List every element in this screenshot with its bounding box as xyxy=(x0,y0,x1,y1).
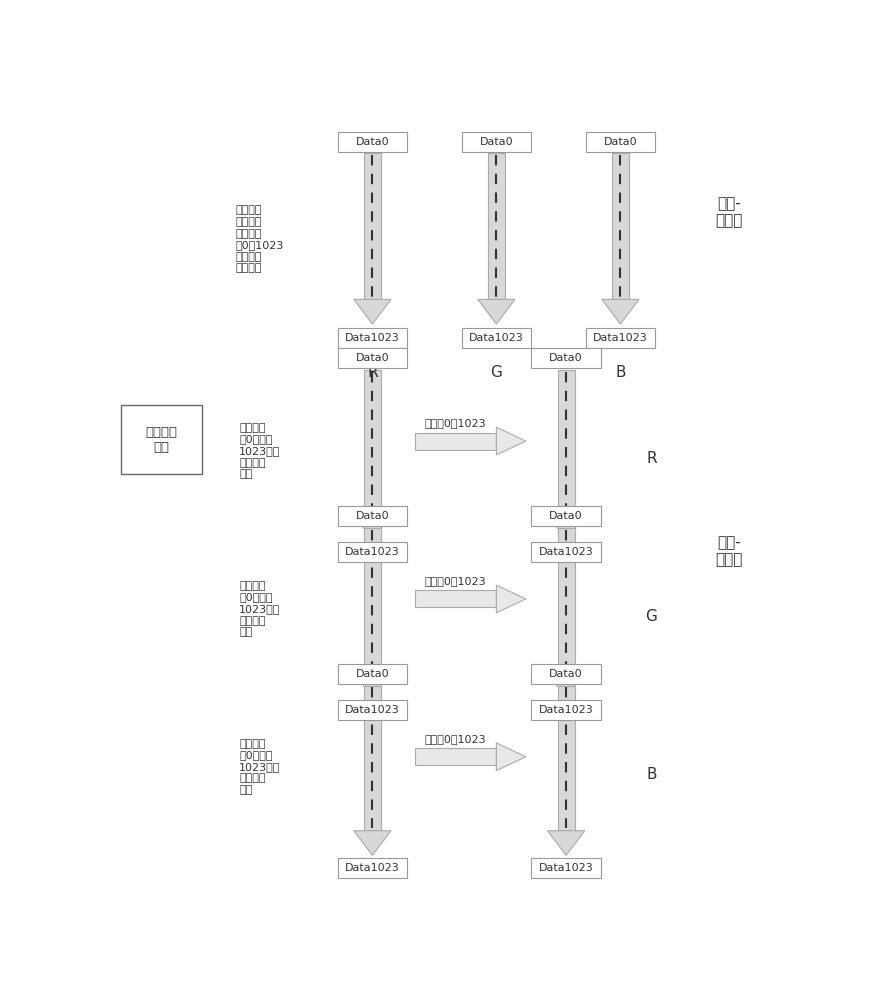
FancyBboxPatch shape xyxy=(337,328,408,348)
Text: Data1023: Data1023 xyxy=(593,333,648,343)
Polygon shape xyxy=(354,673,391,698)
Text: Data0: Data0 xyxy=(550,353,583,363)
Polygon shape xyxy=(496,585,526,613)
Polygon shape xyxy=(611,153,629,299)
Polygon shape xyxy=(364,153,381,299)
Polygon shape xyxy=(602,299,639,324)
Polygon shape xyxy=(496,743,526,771)
FancyBboxPatch shape xyxy=(121,405,202,474)
Text: Data1023: Data1023 xyxy=(345,705,400,715)
Text: Data0: Data0 xyxy=(550,669,583,679)
Text: 亮度-
功率表: 亮度- 功率表 xyxy=(715,196,743,229)
FancyBboxPatch shape xyxy=(531,664,601,684)
Text: R: R xyxy=(646,451,657,466)
FancyBboxPatch shape xyxy=(337,858,408,878)
FancyBboxPatch shape xyxy=(585,132,655,152)
Text: 图像数据
最高时，
测试亮度
从0到1023
对应的驱
动功率值: 图像数据 最高时， 测试亮度 从0到1023 对应的驱 动功率值 xyxy=(236,205,284,273)
Polygon shape xyxy=(548,831,584,855)
Text: Data1023: Data1023 xyxy=(469,333,523,343)
Text: Data1023: Data1023 xyxy=(345,863,400,873)
Polygon shape xyxy=(364,528,381,673)
FancyBboxPatch shape xyxy=(531,506,601,526)
FancyBboxPatch shape xyxy=(337,700,408,720)
Polygon shape xyxy=(415,748,496,765)
Text: 输入输出
接口: 输入输出 接口 xyxy=(145,426,178,454)
FancyBboxPatch shape xyxy=(585,328,655,348)
Polygon shape xyxy=(488,153,505,299)
Text: Data0: Data0 xyxy=(480,137,513,147)
Text: 图像数据
从0变化到
1023，测
试得到的
亮度: 图像数据 从0变化到 1023，测 试得到的 亮度 xyxy=(240,739,280,795)
FancyBboxPatch shape xyxy=(462,132,531,152)
FancyBboxPatch shape xyxy=(531,858,601,878)
Text: G: G xyxy=(490,365,503,380)
Text: B: B xyxy=(646,767,657,782)
FancyBboxPatch shape xyxy=(531,542,601,562)
FancyBboxPatch shape xyxy=(531,348,601,368)
Text: G: G xyxy=(645,609,658,624)
Text: 功率-
亮度表: 功率- 亮度表 xyxy=(715,535,743,567)
Text: 图像数据
从0变化到
1023，测
试得到的
亮度: 图像数据 从0变化到 1023，测 试得到的 亮度 xyxy=(240,423,280,479)
Polygon shape xyxy=(354,831,391,855)
Text: 功率从0到1023: 功率从0到1023 xyxy=(424,418,486,428)
FancyBboxPatch shape xyxy=(337,506,408,526)
Polygon shape xyxy=(415,590,496,607)
Polygon shape xyxy=(354,515,391,540)
Text: 功率从0到1023: 功率从0到1023 xyxy=(424,734,486,744)
Text: 图像数据
从0变化到
1023，测
试得到的
亮度: 图像数据 从0变化到 1023，测 试得到的 亮度 xyxy=(240,581,280,637)
Polygon shape xyxy=(548,515,584,540)
FancyBboxPatch shape xyxy=(337,132,408,152)
Text: Data0: Data0 xyxy=(355,137,389,147)
Text: R: R xyxy=(367,365,378,380)
Text: Data0: Data0 xyxy=(550,511,583,521)
Polygon shape xyxy=(478,299,515,324)
Text: Data0: Data0 xyxy=(355,669,389,679)
Text: Data0: Data0 xyxy=(355,353,389,363)
Text: Data1023: Data1023 xyxy=(539,705,593,715)
Polygon shape xyxy=(496,427,526,455)
Polygon shape xyxy=(548,673,584,698)
Text: Data1023: Data1023 xyxy=(539,547,593,557)
Polygon shape xyxy=(557,686,575,831)
Polygon shape xyxy=(354,299,391,324)
Text: Data1023: Data1023 xyxy=(345,547,400,557)
Polygon shape xyxy=(364,370,381,515)
Polygon shape xyxy=(364,686,381,831)
Polygon shape xyxy=(415,433,496,450)
FancyBboxPatch shape xyxy=(531,700,601,720)
Polygon shape xyxy=(557,528,575,673)
Text: Data0: Data0 xyxy=(355,511,389,521)
Text: B: B xyxy=(615,365,625,380)
FancyBboxPatch shape xyxy=(337,348,408,368)
Text: Data1023: Data1023 xyxy=(345,333,400,343)
Text: Data1023: Data1023 xyxy=(539,863,593,873)
FancyBboxPatch shape xyxy=(337,664,408,684)
Text: 功率从0到1023: 功率从0到1023 xyxy=(424,576,486,586)
FancyBboxPatch shape xyxy=(337,542,408,562)
Polygon shape xyxy=(557,370,575,515)
FancyBboxPatch shape xyxy=(462,328,531,348)
Text: Data0: Data0 xyxy=(604,137,638,147)
